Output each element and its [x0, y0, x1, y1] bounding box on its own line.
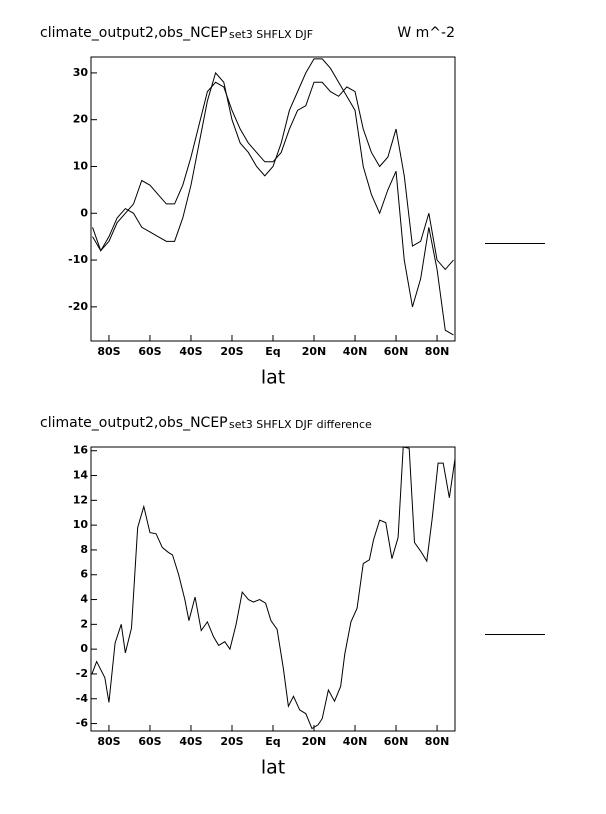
y-tick-label: 14 [73, 469, 89, 482]
x-tick-label: 80N [425, 735, 450, 748]
y-tick-label: -6 [76, 717, 89, 730]
y-tick-label: -4 [76, 692, 89, 705]
y-tick-label: 30 [73, 66, 89, 79]
y-tick-label: 10 [73, 159, 89, 172]
y-tick-label: 6 [80, 568, 88, 581]
x-tick-label: 40S [179, 345, 202, 358]
x-tick-label: 40N [343, 735, 368, 748]
y-tick-label: 10 [73, 518, 89, 531]
y-tick-label: 0 [80, 206, 88, 219]
x-tick-label: Eq [265, 735, 280, 748]
y-tick-label: -20 [68, 300, 88, 313]
y-tick-label: 8 [80, 543, 88, 556]
x-tick-label: 60N [384, 735, 409, 748]
data-line [91, 446, 456, 730]
y-tick-label: 4 [80, 593, 88, 606]
x-tick-label: 40N [343, 345, 368, 358]
plot-frame [90, 56, 456, 342]
data-line [92, 81, 454, 271]
x-tick-label: 20N [302, 735, 327, 748]
x-tick-label: 80S [97, 735, 120, 748]
y-tick-label: 2 [80, 617, 88, 630]
x-tick-label: 60S [138, 735, 161, 748]
x-tick-label: 60N [384, 345, 409, 358]
x-tick-label: Eq [265, 345, 280, 358]
x-tick-label: 80S [97, 345, 120, 358]
y-tick-label: 20 [73, 113, 89, 126]
x-axis-label: lat [261, 757, 285, 779]
x-tick-label: 20N [302, 345, 327, 358]
left-string: climate_output2,obs_NCEP [40, 415, 228, 431]
x-tick-label: 20S [220, 345, 243, 358]
right-string: W m^-2 [397, 25, 455, 41]
x-tick-label: 60S [138, 345, 161, 358]
x-axis-label: lat [261, 367, 285, 389]
y-tick-label: -2 [76, 667, 88, 680]
left-string: climate_output2,obs_NCEP [40, 25, 228, 41]
x-tick-label: 20S [220, 735, 243, 748]
chart-title: set3 SHFLX DJF difference [229, 418, 372, 431]
y-tick-label: -10 [68, 253, 88, 266]
x-tick-label: 40S [179, 735, 202, 748]
y-tick-label: 0 [80, 642, 88, 655]
x-tick-label: 80N [425, 345, 450, 358]
y-tick-label: 12 [73, 493, 88, 506]
y-tick-label: 16 [73, 444, 89, 457]
chart-title: set3 SHFLX DJF [229, 28, 313, 41]
data-line [92, 58, 454, 336]
